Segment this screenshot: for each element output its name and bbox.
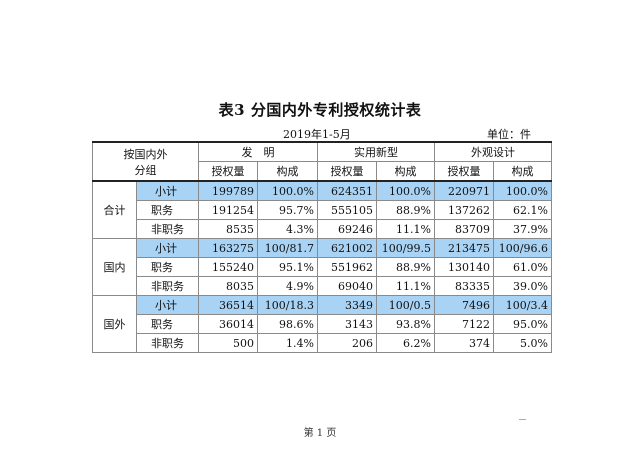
- cell-value: 93.8%: [376, 314, 435, 334]
- cell-value: 100.0%: [376, 180, 435, 201]
- cell-value: 100.0%: [493, 180, 552, 201]
- row-label: 职务: [136, 200, 199, 220]
- cell-value: 62.1%: [493, 200, 552, 220]
- cell-value: 100/96.6: [493, 238, 552, 258]
- cell-value: 551962: [317, 257, 377, 277]
- cell-value: 36514: [198, 295, 258, 315]
- table-title: 表3 分国内外专利授权统计表: [218, 101, 422, 119]
- table-row: 国外 小计 36514 100/18.3 3349 100/0.5 7496 1…: [92, 295, 552, 353]
- cell-value: 3349: [317, 295, 377, 315]
- cell-value: 7496: [434, 295, 494, 315]
- cell-value: 191254: [198, 200, 258, 220]
- group-header-line2: 分组: [134, 163, 157, 177]
- group-header-cell: 按国内外 分组: [92, 141, 199, 182]
- subtitle-bar: 2019年1-5月 单位：件: [0, 126, 640, 141]
- cell-value: 100/99.5: [376, 238, 435, 258]
- cell-value: 61.0%: [493, 257, 552, 277]
- cell-value: 624351: [317, 180, 377, 201]
- group-label-foreign: 国外: [92, 295, 137, 353]
- cell-value: 88.9%: [376, 257, 435, 277]
- category-header-utility: 实用新型: [317, 141, 435, 162]
- cell-value: 88.9%: [376, 200, 435, 220]
- cell-value: 163275: [198, 238, 258, 258]
- cell-value: 100/18.3: [257, 295, 318, 315]
- row-label: 非职务: [136, 333, 199, 353]
- row-label: 非职务: [136, 219, 199, 239]
- cell-value: 137262: [434, 200, 494, 220]
- cell-value: 83709: [434, 219, 494, 239]
- cell-value: 95.0%: [493, 314, 552, 334]
- cell-value: 155240: [198, 257, 258, 277]
- cell-value: 11.1%: [376, 219, 435, 239]
- cell-value: 555105: [317, 200, 377, 220]
- cell-value: 4.3%: [257, 219, 318, 239]
- cell-value: 8535: [198, 219, 258, 239]
- cell-value: 11.1%: [376, 276, 435, 296]
- table-row: 非职务 8035 4.9% 69040 11.1% 83335 39.0%: [93, 276, 552, 296]
- cell-value: 100/3.4: [493, 295, 552, 315]
- page-number: 第 1 页: [303, 428, 337, 439]
- row-label: 非职务: [136, 276, 199, 296]
- cell-value: 37.9%: [493, 219, 552, 239]
- subheader-share: 构成: [257, 161, 318, 182]
- row-label: 小计: [136, 295, 199, 315]
- cell-value: 374: [434, 333, 494, 353]
- patent-grant-table: 按国内外 分组 发 明 实用新型 外观设计 授权量 构成 授权量 构成 授权量 …: [92, 141, 552, 353]
- cell-value: 5.0%: [493, 333, 552, 353]
- table-row: 国内 小计 163275 100/81.7 621002 100/99.5 21…: [92, 238, 552, 296]
- cell-value: 3143: [317, 314, 377, 334]
- group-label-total: 合计: [92, 180, 137, 239]
- table-row: 职务 36014 98.6% 3143 93.8% 7122 95.0%: [93, 314, 552, 334]
- table-row: 合计 小计 199789 100.0% 624351 100.0% 220971…: [92, 180, 552, 239]
- subheader-grants: 授权量: [317, 161, 377, 182]
- cell-value: 213475: [434, 238, 494, 258]
- cell-value: 83335: [434, 276, 494, 296]
- cell-value: 7122: [434, 314, 494, 334]
- subheader-share: 构成: [493, 161, 552, 182]
- cell-value: 1.4%: [257, 333, 318, 353]
- subheader-grants: 授权量: [198, 161, 258, 182]
- cell-value: 130140: [434, 257, 494, 277]
- row-label: 职务: [136, 257, 199, 277]
- cell-value: 621002: [317, 238, 377, 258]
- row-label: 小计: [136, 180, 199, 201]
- cell-value: 100.0%: [257, 180, 318, 201]
- period-label: 2019年1-5月: [283, 128, 351, 141]
- cell-value: 95.7%: [257, 200, 318, 220]
- row-label: 小计: [136, 238, 199, 258]
- cell-value: 199789: [198, 180, 258, 201]
- header-row-1: 按国内外 分组 发 明 实用新型 外观设计: [92, 141, 552, 182]
- cell-value: 95.1%: [257, 257, 318, 277]
- subheader-share: 构成: [376, 161, 435, 182]
- category-header-invention: 发 明: [198, 141, 318, 162]
- cell-value: 39.0%: [493, 276, 552, 296]
- cell-value: 206: [317, 333, 377, 353]
- table-row: 职务 191254 95.7% 555105 88.9% 137262 62.1…: [93, 200, 552, 220]
- cell-value: 100/0.5: [376, 295, 435, 315]
- unit-label: 单位：件: [487, 128, 531, 141]
- cell-value: 220971: [434, 180, 494, 201]
- category-header-design: 外观设计: [434, 141, 552, 162]
- table-row: 非职务 8535 4.3% 69246 11.1% 83709 37.9%: [93, 219, 552, 239]
- subheader-grants: 授权量: [434, 161, 494, 182]
- row-label: 职务: [136, 314, 199, 334]
- group-header-line1: 按国内外: [123, 147, 168, 161]
- header-row-2: 授权量 构成 授权量 构成 授权量 构成: [93, 161, 552, 182]
- group-label-domestic: 国内: [92, 238, 137, 296]
- table-row: 职务 155240 95.1% 551962 88.9% 130140 61.0…: [93, 257, 552, 277]
- cell-value: 500: [198, 333, 258, 353]
- cell-value: 36014: [198, 314, 258, 334]
- page-mark: [519, 419, 526, 420]
- cell-value: 4.9%: [257, 276, 318, 296]
- cell-value: 69040: [317, 276, 377, 296]
- cell-value: 98.6%: [257, 314, 318, 334]
- table-row: 非职务 500 1.4% 206 6.2% 374 5.0%: [93, 333, 552, 353]
- cell-value: 69246: [317, 219, 377, 239]
- cell-value: 6.2%: [376, 333, 435, 353]
- cell-value: 100/81.7: [257, 238, 318, 258]
- cell-value: 8035: [198, 276, 258, 296]
